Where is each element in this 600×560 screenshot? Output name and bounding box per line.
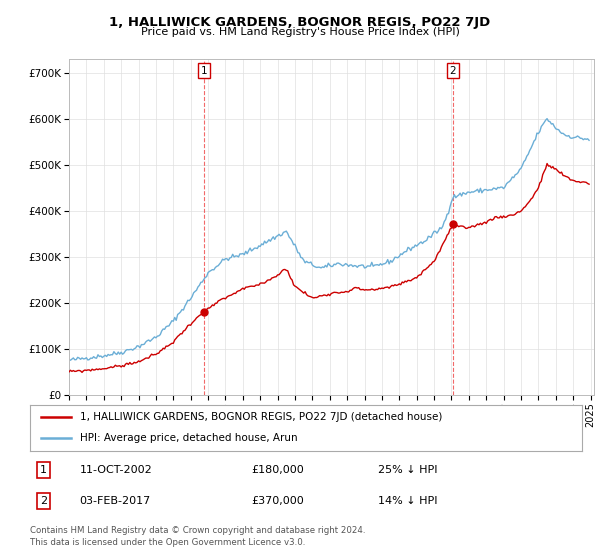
Text: HPI: Average price, detached house, Arun: HPI: Average price, detached house, Arun	[80, 433, 298, 444]
Text: Contains HM Land Registry data © Crown copyright and database right 2024.: Contains HM Land Registry data © Crown c…	[30, 526, 365, 535]
Text: 1: 1	[201, 66, 208, 76]
Text: Price paid vs. HM Land Registry's House Price Index (HPI): Price paid vs. HM Land Registry's House …	[140, 27, 460, 37]
Text: £180,000: £180,000	[251, 465, 304, 475]
Text: 1, HALLIWICK GARDENS, BOGNOR REGIS, PO22 7JD (detached house): 1, HALLIWICK GARDENS, BOGNOR REGIS, PO22…	[80, 412, 442, 422]
Text: 14% ↓ HPI: 14% ↓ HPI	[378, 496, 437, 506]
Text: 25% ↓ HPI: 25% ↓ HPI	[378, 465, 437, 475]
Text: 11-OCT-2002: 11-OCT-2002	[80, 465, 152, 475]
Text: 2: 2	[450, 66, 457, 76]
Text: This data is licensed under the Open Government Licence v3.0.: This data is licensed under the Open Gov…	[30, 538, 305, 547]
Text: 1: 1	[40, 465, 47, 475]
Text: £370,000: £370,000	[251, 496, 304, 506]
Text: 03-FEB-2017: 03-FEB-2017	[80, 496, 151, 506]
Text: 2: 2	[40, 496, 47, 506]
Text: 1, HALLIWICK GARDENS, BOGNOR REGIS, PO22 7JD: 1, HALLIWICK GARDENS, BOGNOR REGIS, PO22…	[109, 16, 491, 29]
